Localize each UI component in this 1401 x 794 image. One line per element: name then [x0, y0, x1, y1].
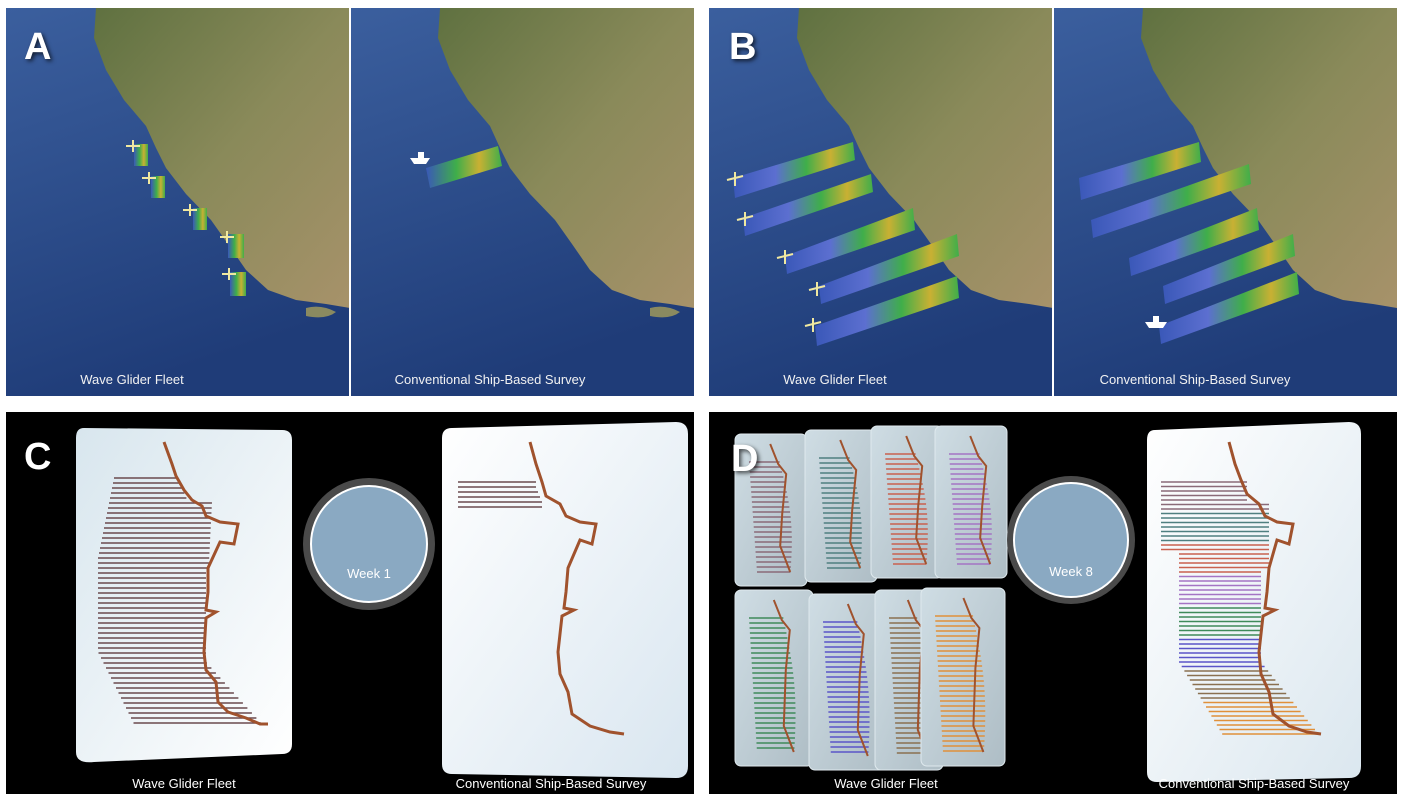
map-right [1053, 8, 1397, 396]
coastline-map [962, 597, 985, 753]
panel-d: D Week 8 Wave Glider Fleet Conventional … [709, 412, 1397, 794]
ship-icon [1145, 316, 1167, 328]
left-caption: Wave Glider Fleet [834, 776, 938, 791]
glider-transects [749, 461, 792, 573]
panel-b-map [709, 8, 1397, 396]
right-caption: Conventional Ship-Based Survey [1158, 776, 1350, 791]
week-disc [310, 485, 428, 603]
glider-card [804, 429, 878, 583]
glider-transects [749, 617, 796, 749]
week-label: Week 8 [1049, 564, 1093, 579]
right-caption: Conventional Ship-Based Survey [455, 776, 647, 791]
panel-c-diagram [76, 422, 688, 778]
left-caption: Wave Glider Fleet [783, 372, 887, 387]
right-caption: Conventional Ship-Based Survey [394, 372, 586, 387]
coastline-map [162, 441, 268, 726]
glider-transects [949, 453, 992, 565]
ship-card [1147, 422, 1361, 782]
ship-icon [410, 152, 430, 164]
glider-transects [823, 621, 870, 753]
map-right [350, 8, 694, 396]
week-label: Week 1 [347, 566, 391, 581]
coastline-map [969, 435, 992, 565]
panel-a: A Wave Glider Fleet Conventional Ship-Ba… [6, 8, 694, 396]
map-left [709, 8, 1053, 396]
glider-card [920, 587, 1006, 767]
ship-transects-d [1161, 481, 1319, 735]
glider-card [76, 428, 292, 763]
panel-letter: B [729, 26, 757, 68]
panel-letter: C [24, 436, 52, 478]
coastline-map [528, 441, 625, 736]
survey-swaths-b [1079, 142, 1299, 344]
panel-c: C Week 1 Wave Glider Fleet Conventional … [6, 412, 694, 794]
panel-letter: A [24, 26, 52, 68]
week-disc [1013, 482, 1129, 598]
coastline-map [905, 435, 928, 565]
coastline-map [772, 599, 795, 753]
coastline-map [846, 603, 869, 757]
panel-a-map [6, 8, 694, 396]
ship-transects-c [458, 481, 542, 508]
coastline-map [769, 443, 792, 573]
right-caption: Conventional Ship-Based Survey [1099, 372, 1291, 387]
coastline-map [1227, 441, 1322, 736]
survey-swath [426, 146, 502, 188]
glider-icon [726, 172, 826, 332]
glider-card [870, 425, 944, 579]
left-caption: Wave Glider Fleet [80, 372, 184, 387]
glider-transects [935, 615, 986, 752]
panel-d-diagram [734, 422, 1361, 782]
glider-swaths-b [733, 142, 959, 346]
panel-b: B Wave Glider Fleet Conventional Ship-Ba… [709, 8, 1397, 396]
coastline-map [839, 439, 862, 569]
glider-card [934, 425, 1008, 579]
map-left [6, 8, 350, 396]
glider-card-stack [734, 425, 1008, 771]
glider-icon [126, 140, 236, 280]
panel-letter: D [731, 438, 759, 480]
left-caption: Wave Glider Fleet [132, 776, 236, 791]
glider-swaths-a [134, 144, 246, 296]
